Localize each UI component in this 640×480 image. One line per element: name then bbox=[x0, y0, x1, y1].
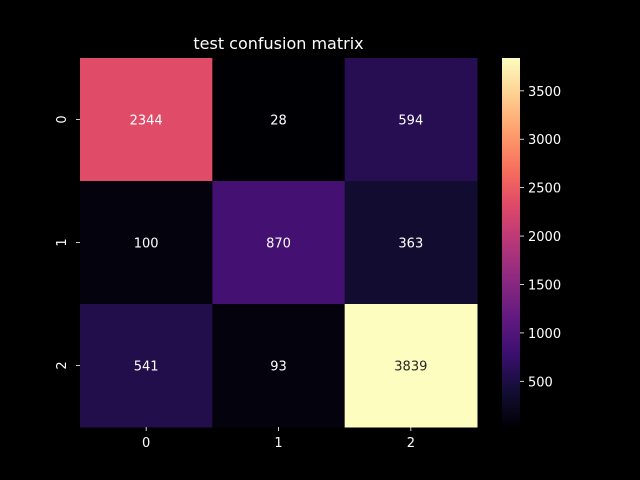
heatmap-cell bbox=[212, 181, 346, 305]
cell-value-label: 100 bbox=[134, 237, 159, 252]
colorbar-tick-label: 3000 bbox=[528, 133, 561, 148]
cell-value-label: 93 bbox=[270, 360, 287, 375]
y-tick-label: 1 bbox=[55, 238, 70, 246]
heatmap-cell bbox=[80, 304, 213, 428]
x-tick-label: 0 bbox=[142, 436, 150, 451]
heatmap-cell bbox=[80, 58, 213, 182]
x-tick-label: 2 bbox=[407, 436, 415, 451]
heatmap-cell bbox=[80, 181, 213, 305]
colorbar: 500 1000 1500 2000 2500 3000 3500 bbox=[502, 58, 561, 427]
cell-value-label: 870 bbox=[266, 237, 291, 252]
heatmap-cell bbox=[344, 181, 478, 305]
y-tick-label: 2 bbox=[55, 361, 70, 369]
y-axis-ticks: 0 1 2 bbox=[55, 115, 80, 370]
heatmap-cell bbox=[212, 58, 346, 182]
cell-value-label: 2344 bbox=[130, 114, 163, 129]
cell-value-label: 594 bbox=[398, 114, 423, 129]
heatmap-cell bbox=[212, 304, 346, 428]
colorbar-tick-label: 2500 bbox=[528, 182, 561, 197]
colorbar-tick-label: 1000 bbox=[528, 327, 561, 342]
cell-value-label: 363 bbox=[398, 237, 423, 252]
y-tick-label: 0 bbox=[55, 115, 70, 123]
heatmap-cells: 2344 28 594 100 870 363 541 93 3839 bbox=[80, 58, 478, 428]
colorbar-gradient bbox=[502, 58, 520, 427]
chart-title: test confusion matrix bbox=[193, 34, 363, 53]
colorbar-tick-label: 500 bbox=[528, 375, 553, 390]
colorbar-tick-label: 2000 bbox=[528, 230, 561, 245]
colorbar-tick-label: 1500 bbox=[528, 278, 561, 293]
heatmap-cell bbox=[344, 58, 478, 182]
x-axis-ticks: 0 1 2 bbox=[142, 427, 415, 451]
cell-value-label: 28 bbox=[270, 114, 287, 129]
x-tick-label: 1 bbox=[274, 436, 282, 451]
heatmap-cell bbox=[344, 304, 478, 428]
cell-value-label: 541 bbox=[134, 360, 159, 375]
cell-value-label: 3839 bbox=[394, 360, 427, 375]
colorbar-tick-label: 3500 bbox=[528, 85, 561, 100]
